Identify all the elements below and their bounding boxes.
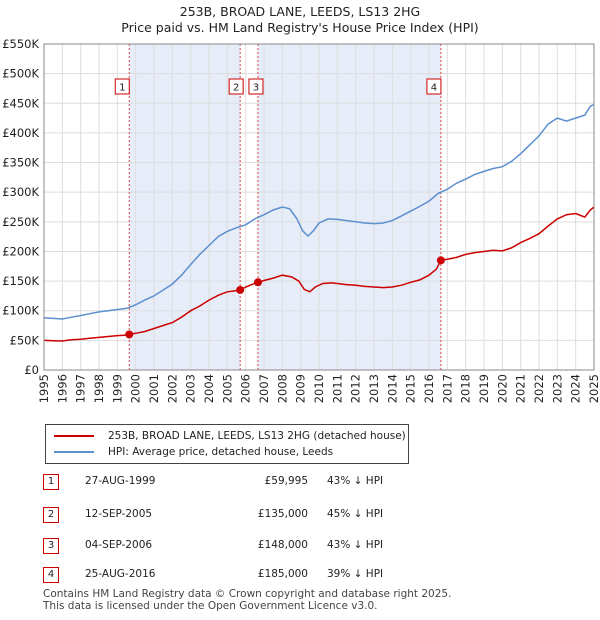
x-tick-label: 2019 bbox=[477, 374, 491, 403]
sale-label-box bbox=[426, 78, 442, 95]
y-tick-label: £300K bbox=[2, 185, 39, 199]
x-tick-label: 2004 bbox=[202, 374, 216, 403]
x-tick-label: 2003 bbox=[184, 374, 198, 403]
sale-price: £135,000 bbox=[257, 508, 308, 520]
x-tick-label: 2007 bbox=[257, 374, 271, 403]
sale-date: 25-AUG-2016 bbox=[85, 568, 156, 580]
sale-label-box bbox=[248, 78, 264, 95]
sale-number: 3 bbox=[43, 538, 59, 554]
x-tick-label: 2011 bbox=[330, 374, 344, 403]
x-tick-label: 2022 bbox=[532, 374, 546, 403]
y-tick-label: £100K bbox=[2, 304, 39, 318]
sale-hpi-diff: 43% ↓ HPI bbox=[327, 539, 384, 551]
legend-label-property: 253B, BROAD LANE, LEEDS, LS13 2HG (detac… bbox=[108, 430, 406, 442]
x-tick-label: 2021 bbox=[514, 374, 528, 403]
y-tick-label: £0 bbox=[24, 363, 39, 377]
shaded-period bbox=[129, 44, 241, 370]
sale-price: £59,995 bbox=[264, 475, 308, 487]
sale-price: £185,000 bbox=[257, 568, 308, 580]
footer-line-2: This data is licensed under the Open Gov… bbox=[43, 600, 378, 612]
x-tick-label: 1995 bbox=[37, 374, 51, 403]
sale-label: 4 bbox=[431, 83, 437, 94]
x-tick-label: 2008 bbox=[275, 374, 289, 403]
y-tick-label: £450K bbox=[2, 96, 39, 110]
sale-row-2: 2 12-SEP-2005 £135,000 45% ↓ HPI bbox=[43, 507, 443, 525]
legend-swatch-property bbox=[54, 435, 94, 437]
sale-hpi-diff: 39% ↓ HPI bbox=[327, 568, 384, 580]
x-tick-label: 2002 bbox=[165, 374, 179, 403]
sale-label-box bbox=[114, 78, 130, 95]
sale-number: 2 bbox=[43, 507, 59, 523]
x-tick-label: 2009 bbox=[294, 374, 308, 403]
x-tick-label: 2020 bbox=[495, 374, 509, 403]
x-tick-label: 2016 bbox=[422, 374, 436, 403]
y-tick-label: £150K bbox=[2, 274, 39, 288]
sale-number: 4 bbox=[43, 567, 59, 583]
y-tick-label: £250K bbox=[2, 215, 39, 229]
sale-label-box bbox=[228, 78, 244, 95]
x-tick-label: 1999 bbox=[110, 374, 124, 403]
x-tick-label: 2017 bbox=[440, 374, 454, 403]
sale-date: 04-SEP-2006 bbox=[85, 539, 153, 551]
sale-point bbox=[436, 256, 445, 265]
series-line bbox=[43, 103, 595, 320]
legend-item-property: 253B, BROAD LANE, LEEDS, LS13 2HG (detac… bbox=[54, 428, 406, 444]
sale-point bbox=[125, 330, 134, 339]
legend-swatch-hpi bbox=[54, 451, 94, 453]
series-line bbox=[43, 206, 595, 342]
sale-row-3: 3 04-SEP-2006 £148,000 43% ↓ HPI bbox=[43, 538, 443, 556]
x-tick-label: 2023 bbox=[550, 374, 564, 403]
legend-item-hpi: HPI: Average price, detached house, Leed… bbox=[54, 444, 333, 460]
x-tick-label: 2000 bbox=[129, 374, 143, 403]
x-tick-label: 2024 bbox=[569, 374, 583, 403]
footer: Contains HM Land Registry data © Crown c… bbox=[43, 588, 451, 612]
footer-line-1: Contains HM Land Registry data © Crown c… bbox=[43, 588, 452, 600]
sale-row-1: 1 27-AUG-1999 £59,995 43% ↓ HPI bbox=[43, 474, 443, 492]
sale-hpi-diff: 45% ↓ HPI bbox=[327, 508, 384, 520]
price-chart: 1 2 3 4 £0 £50K £100K £150K £200K £250K £300K £350K… bbox=[2, 37, 600, 403]
y-tick-label: £400K bbox=[2, 126, 39, 140]
y-tick-label: £200K bbox=[2, 244, 39, 258]
sale-label: 1 bbox=[119, 83, 125, 94]
title-line-1: 253B, BROAD LANE, LEEDS, LS13 2HG bbox=[179, 4, 421, 19]
x-tick-label: 2012 bbox=[349, 374, 363, 403]
x-tick-label: 1997 bbox=[74, 374, 88, 403]
sale-date: 27-AUG-1999 bbox=[85, 475, 156, 487]
sale-number: 1 bbox=[43, 474, 59, 490]
y-tick-label: £350K bbox=[2, 156, 39, 170]
y-tick-label: £50K bbox=[10, 333, 40, 347]
x-tick-label: 1998 bbox=[92, 374, 106, 403]
legend-label-hpi: HPI: Average price, detached house, Leed… bbox=[108, 446, 334, 458]
x-tick-label: 2010 bbox=[312, 374, 326, 403]
title-line-2: Price paid vs. HM Land Registry's House … bbox=[121, 20, 479, 35]
legend: 253B, BROAD LANE, LEEDS, LS13 2HG (detac… bbox=[45, 424, 409, 464]
x-tick-label: 2005 bbox=[220, 374, 234, 403]
sale-point bbox=[236, 285, 245, 294]
x-tick-label: 2001 bbox=[147, 374, 161, 403]
plot-frame bbox=[43, 43, 595, 371]
sale-date: 12-SEP-2005 bbox=[85, 508, 153, 520]
x-tick-label: 2013 bbox=[367, 374, 381, 403]
sale-label: 2 bbox=[233, 83, 239, 94]
y-tick-label: £550K bbox=[2, 37, 39, 51]
x-tick-label: 2014 bbox=[385, 374, 399, 403]
y-tick-label: £500K bbox=[2, 67, 39, 81]
sale-hpi-diff: 43% ↓ HPI bbox=[327, 475, 384, 487]
x-tick-label: 1996 bbox=[55, 374, 69, 403]
sale-point bbox=[253, 278, 262, 287]
x-tick-label: 2015 bbox=[404, 374, 418, 403]
x-tick-label: 2018 bbox=[459, 374, 473, 403]
sale-row-4: 4 25-AUG-2016 £185,000 39% ↓ HPI bbox=[43, 567, 443, 585]
chart-title: 253B, BROAD LANE, LEEDS, LS13 2HG Price … bbox=[0, 4, 600, 36]
sale-label: 3 bbox=[253, 83, 259, 94]
x-tick-label: 2025 bbox=[587, 374, 600, 403]
x-tick-label: 2006 bbox=[239, 374, 253, 403]
sale-price: £148,000 bbox=[257, 539, 308, 551]
